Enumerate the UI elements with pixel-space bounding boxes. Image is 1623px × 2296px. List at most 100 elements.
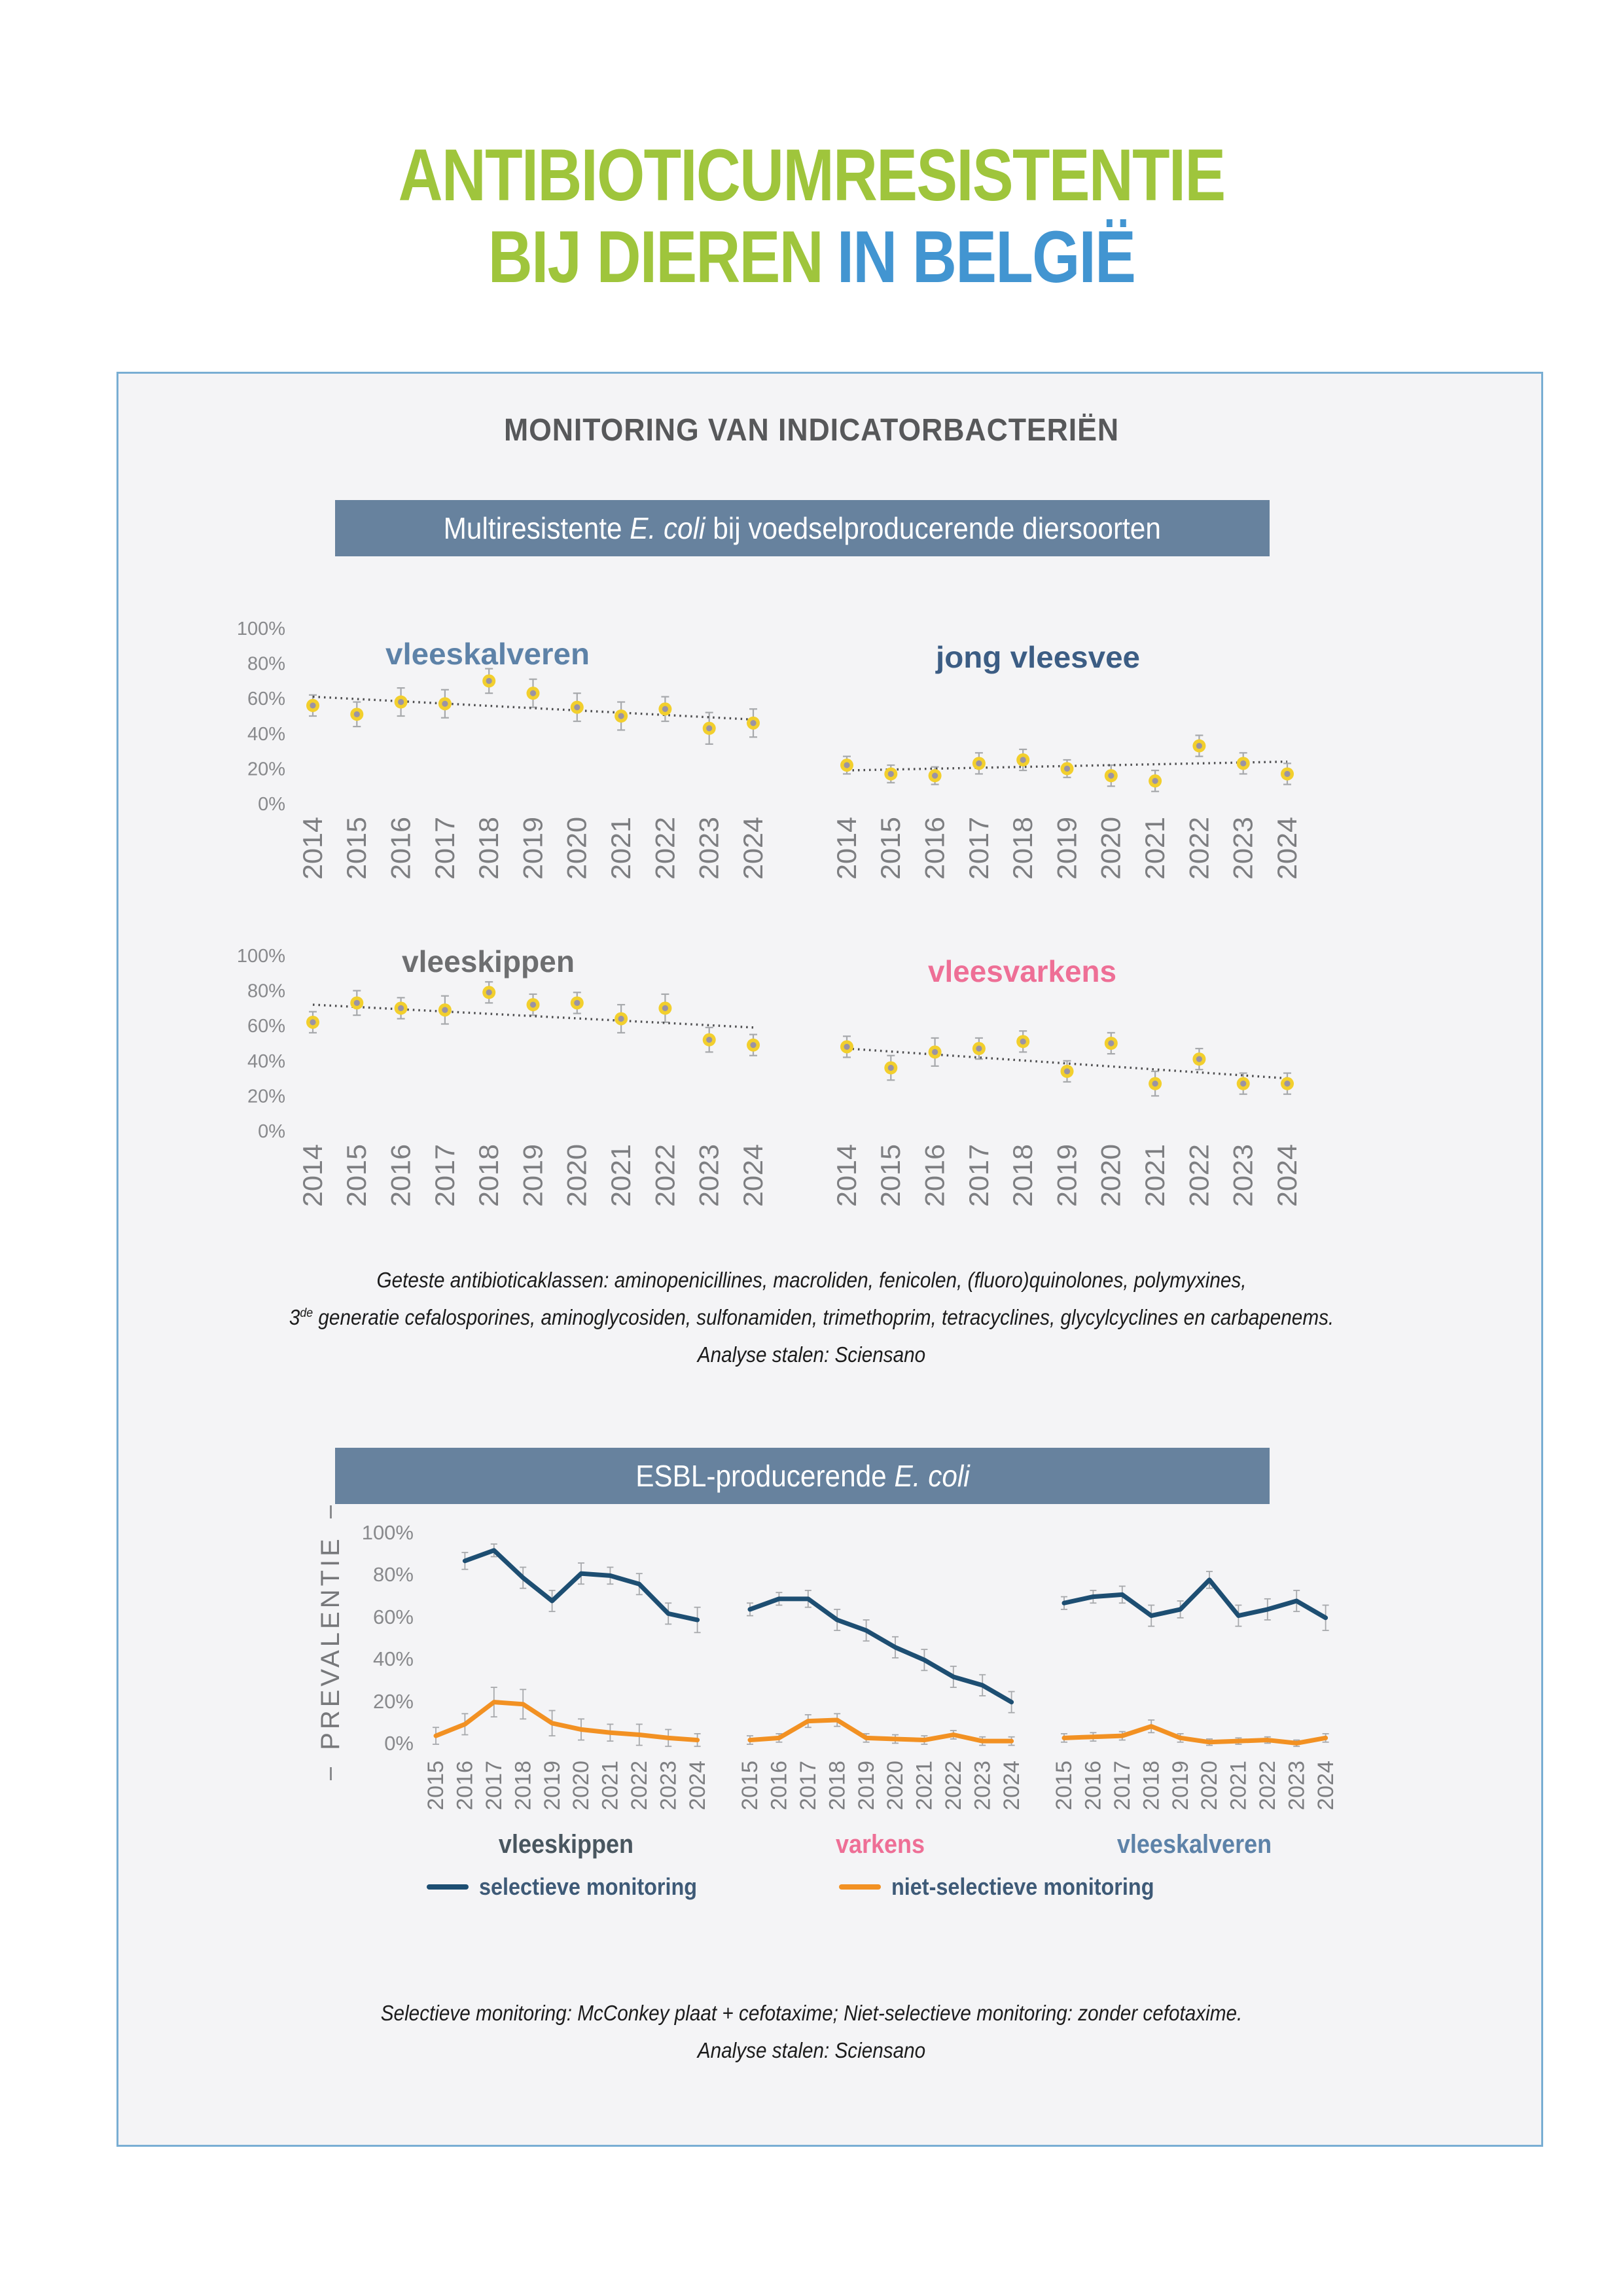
footnote-line3: Analyse stalen: Sciensano bbox=[697, 1342, 926, 1367]
svg-text:0%: 0% bbox=[258, 794, 285, 815]
svg-text:2022: 2022 bbox=[649, 1144, 680, 1207]
svg-text:2023: 2023 bbox=[1228, 817, 1258, 880]
esbl-y-tick: 40% bbox=[372, 1647, 414, 1671]
chart-vleesvarkens: vleesvarkens 2014 2015 2016 2017 2018 2019 2020… bbox=[831, 954, 1302, 1207]
svg-text:2015: 2015 bbox=[875, 1144, 906, 1207]
svg-text:2019: 2019 bbox=[517, 1144, 548, 1207]
svg-text:2022: 2022 bbox=[1255, 1761, 1280, 1810]
svg-text:2023: 2023 bbox=[694, 817, 724, 880]
svg-text:2023: 2023 bbox=[1228, 1144, 1258, 1207]
svg-text:2022: 2022 bbox=[1183, 817, 1214, 880]
svg-text:2021: 2021 bbox=[605, 817, 636, 880]
svg-text:100%: 100% bbox=[237, 619, 285, 639]
svg-text:2015: 2015 bbox=[423, 1761, 448, 1810]
svg-text:2023: 2023 bbox=[656, 1761, 681, 1810]
svg-text:2020: 2020 bbox=[1197, 1761, 1222, 1810]
svg-text:100%: 100% bbox=[237, 946, 285, 967]
legend-non-selective-label: niet-selectieve monitoring bbox=[891, 1873, 1154, 1900]
svg-text:2020: 2020 bbox=[562, 817, 592, 880]
svg-text:2021: 2021 bbox=[1139, 1144, 1170, 1207]
svg-text:2019: 2019 bbox=[517, 817, 548, 880]
svg-text:2016: 2016 bbox=[453, 1761, 478, 1810]
footnote-monitoring: Selectieve monitoring: McConkey plaat + … bbox=[81, 1995, 1542, 2070]
svg-text:2017: 2017 bbox=[429, 1144, 460, 1207]
svg-text:2024: 2024 bbox=[738, 1144, 768, 1207]
chart-vleeskalveren: 100% 80% 60% 40% 20% 0% vleeskalveren 2014 2015 2… bbox=[237, 619, 768, 880]
svg-text:20%: 20% bbox=[247, 759, 285, 780]
svg-text:2019: 2019 bbox=[1051, 1144, 1082, 1207]
svg-text:2020: 2020 bbox=[562, 1144, 592, 1207]
svg-text:2019: 2019 bbox=[1168, 1761, 1193, 1810]
svg-text:2018: 2018 bbox=[1139, 1761, 1164, 1810]
svg-text:2019: 2019 bbox=[854, 1761, 879, 1810]
chart-jong-vleesvee: jong vleesvee 2014 2015 2016 2017 2018 2019 202… bbox=[831, 640, 1302, 880]
svg-text:2023: 2023 bbox=[694, 1144, 724, 1207]
page-title: ANTIBIOTICUMRESISTENTIE BIJ DIEREN IN BEL… bbox=[130, 134, 1493, 298]
esbl-y-tick: 100% bbox=[361, 1521, 414, 1544]
svg-text:2017: 2017 bbox=[796, 1761, 821, 1810]
esbl-y-tick: 80% bbox=[372, 1563, 414, 1587]
esbl-panel-label-varkens: varkens bbox=[835, 1830, 925, 1859]
svg-text:2015: 2015 bbox=[341, 1144, 372, 1207]
banner-multiresistente-text: Multiresistente E. coli bij voedselprodu… bbox=[443, 511, 1162, 545]
esbl-y-tick: 20% bbox=[372, 1689, 414, 1713]
svg-text:2018: 2018 bbox=[473, 1144, 504, 1207]
esbl-panel-label-vleeskalveren: vleeskalveren bbox=[1116, 1830, 1272, 1859]
svg-text:2022: 2022 bbox=[1183, 1144, 1214, 1207]
svg-text:2021: 2021 bbox=[598, 1761, 623, 1810]
svg-text:2015: 2015 bbox=[1052, 1761, 1077, 1810]
footnote-antibiotic-classes: Geteste antibioticaklassen: aminopenicil… bbox=[81, 1262, 1542, 1373]
svg-text:2018: 2018 bbox=[825, 1761, 849, 1810]
svg-text:2022: 2022 bbox=[941, 1761, 966, 1810]
svg-text:2018: 2018 bbox=[473, 817, 504, 880]
legend-selective-label: selectieve monitoring bbox=[479, 1873, 698, 1900]
svg-text:2024: 2024 bbox=[738, 817, 768, 880]
svg-text:2015: 2015 bbox=[738, 1761, 762, 1810]
svg-text:vleesvarkens: vleesvarkens bbox=[928, 954, 1116, 988]
svg-text:0%: 0% bbox=[258, 1121, 285, 1142]
svg-text:2016: 2016 bbox=[767, 1761, 792, 1810]
svg-text:2018: 2018 bbox=[1007, 1144, 1038, 1207]
svg-text:2021: 2021 bbox=[912, 1761, 937, 1810]
svg-text:40%: 40% bbox=[247, 724, 285, 745]
svg-text:2021: 2021 bbox=[605, 1144, 636, 1207]
svg-text:2016: 2016 bbox=[919, 817, 950, 880]
svg-text:2020: 2020 bbox=[1096, 817, 1126, 880]
section-heading: MONITORING VAN INDICATORBACTERIËN bbox=[503, 413, 1120, 448]
svg-text:40%: 40% bbox=[247, 1051, 285, 1072]
svg-text:2024: 2024 bbox=[1272, 1144, 1302, 1207]
svg-text:2024: 2024 bbox=[685, 1761, 710, 1810]
legend-selective-swatch-icon bbox=[427, 1884, 469, 1890]
svg-text:2014: 2014 bbox=[297, 1144, 328, 1207]
svg-text:2024: 2024 bbox=[1313, 1761, 1338, 1810]
esbl-y-axis: 100% 80% 60% 40% 20% 0% bbox=[281, 1518, 414, 1833]
svg-text:2024: 2024 bbox=[999, 1761, 1024, 1810]
esbl-chart-vleeskalveren: 2015 2016 2017 2018 2019 2020 2021 2022 2023 2024 bbox=[1052, 1571, 1338, 1810]
svg-text:20%: 20% bbox=[247, 1086, 285, 1107]
svg-text:2019: 2019 bbox=[540, 1761, 565, 1810]
title-line1: ANTIBIOTICUMRESISTENTIE bbox=[398, 134, 1226, 216]
footnote-line1: Geteste antibioticaklassen: aminopenicil… bbox=[376, 1268, 1247, 1292]
svg-text:60%: 60% bbox=[247, 1016, 285, 1037]
svg-text:2015: 2015 bbox=[875, 817, 906, 880]
svg-text:2014: 2014 bbox=[831, 1144, 862, 1207]
svg-text:2021: 2021 bbox=[1226, 1761, 1251, 1810]
title-line2-blue: IN BELGIË bbox=[836, 216, 1136, 298]
svg-text:2016: 2016 bbox=[919, 1144, 950, 1207]
svg-text:2014: 2014 bbox=[831, 817, 862, 880]
legend-selective: selectieve monitoring bbox=[427, 1873, 721, 1901]
svg-text:2021: 2021 bbox=[1139, 817, 1170, 880]
svg-text:2016: 2016 bbox=[385, 817, 416, 880]
svg-text:2017: 2017 bbox=[482, 1761, 507, 1810]
svg-text:2017: 2017 bbox=[429, 817, 460, 880]
svg-text:2020: 2020 bbox=[1096, 1144, 1126, 1207]
esbl-panel-label-vleeskippen: vleeskippen bbox=[498, 1830, 634, 1859]
svg-text:2018: 2018 bbox=[1007, 817, 1038, 880]
svg-text:60%: 60% bbox=[247, 689, 285, 709]
svg-text:2019: 2019 bbox=[1051, 817, 1082, 880]
svg-text:2020: 2020 bbox=[883, 1761, 908, 1810]
svg-text:2016: 2016 bbox=[385, 1144, 416, 1207]
footnote2-line1: Selectieve monitoring: McConkey plaat + … bbox=[380, 2001, 1243, 2025]
esbl-y-tick: 60% bbox=[372, 1605, 414, 1628]
